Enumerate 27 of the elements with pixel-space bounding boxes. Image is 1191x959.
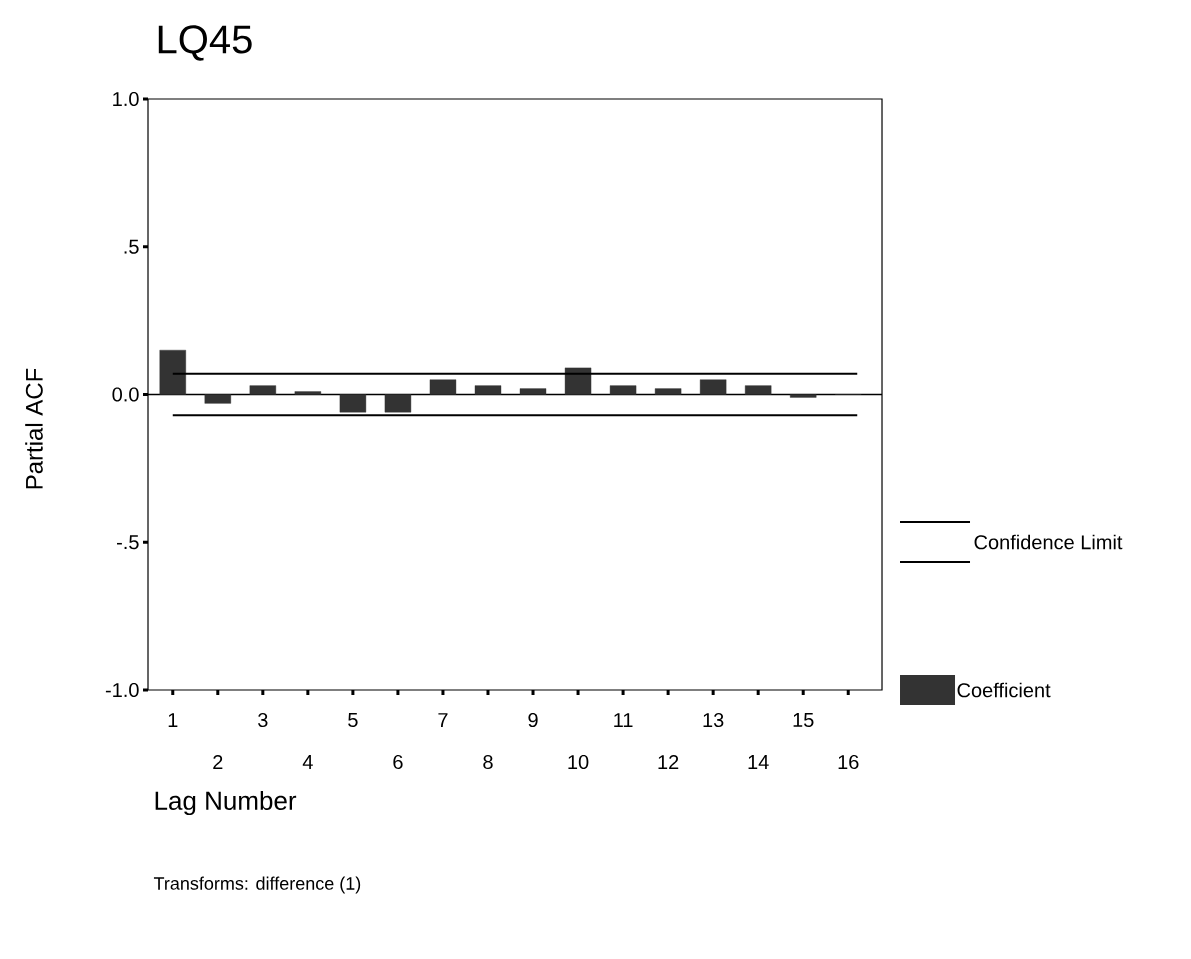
text: Transforms: difference (1) [153,876,361,894]
x-tick-label: 16 [838,754,859,770]
x-tick-label: 6 [393,754,403,770]
chart-title: LQ45 [158,25,252,61]
x-tick-label: 15 [793,713,814,727]
y-tick-label: .5 [124,239,139,254]
x-tick-label: 8 [483,754,493,770]
y-tick-label: 0.0 [112,387,139,402]
x-tick-label: 4 [302,755,313,769]
x-tick-label: 14 [748,755,769,769]
x-tick-label: 7 [438,713,448,727]
x-tick-label: 11 [614,713,633,727]
ref-line-label: Confidence Limit [974,534,1123,550]
x-tick-label: 10 [568,754,589,770]
x-tick-label: 2 [213,755,223,769]
x-tick-label: 1 [168,713,178,727]
y-tick-label: 1.0 [113,91,139,107]
x-tick-label: 13 [703,712,724,728]
y-axis-title: Partial ACF [25,368,43,489]
y-tick-label: -.5 [117,535,139,550]
x-tick-label: 5 [348,713,358,727]
legend-label: Coefficient [957,682,1051,698]
x-tick-label: 12 [658,755,679,769]
x-axis-title: Lag Number [155,790,297,816]
y-tick-label: -1.0 [105,682,139,698]
x-tick-label: 3 [258,712,268,728]
x-tick-label: 9 [528,712,538,728]
